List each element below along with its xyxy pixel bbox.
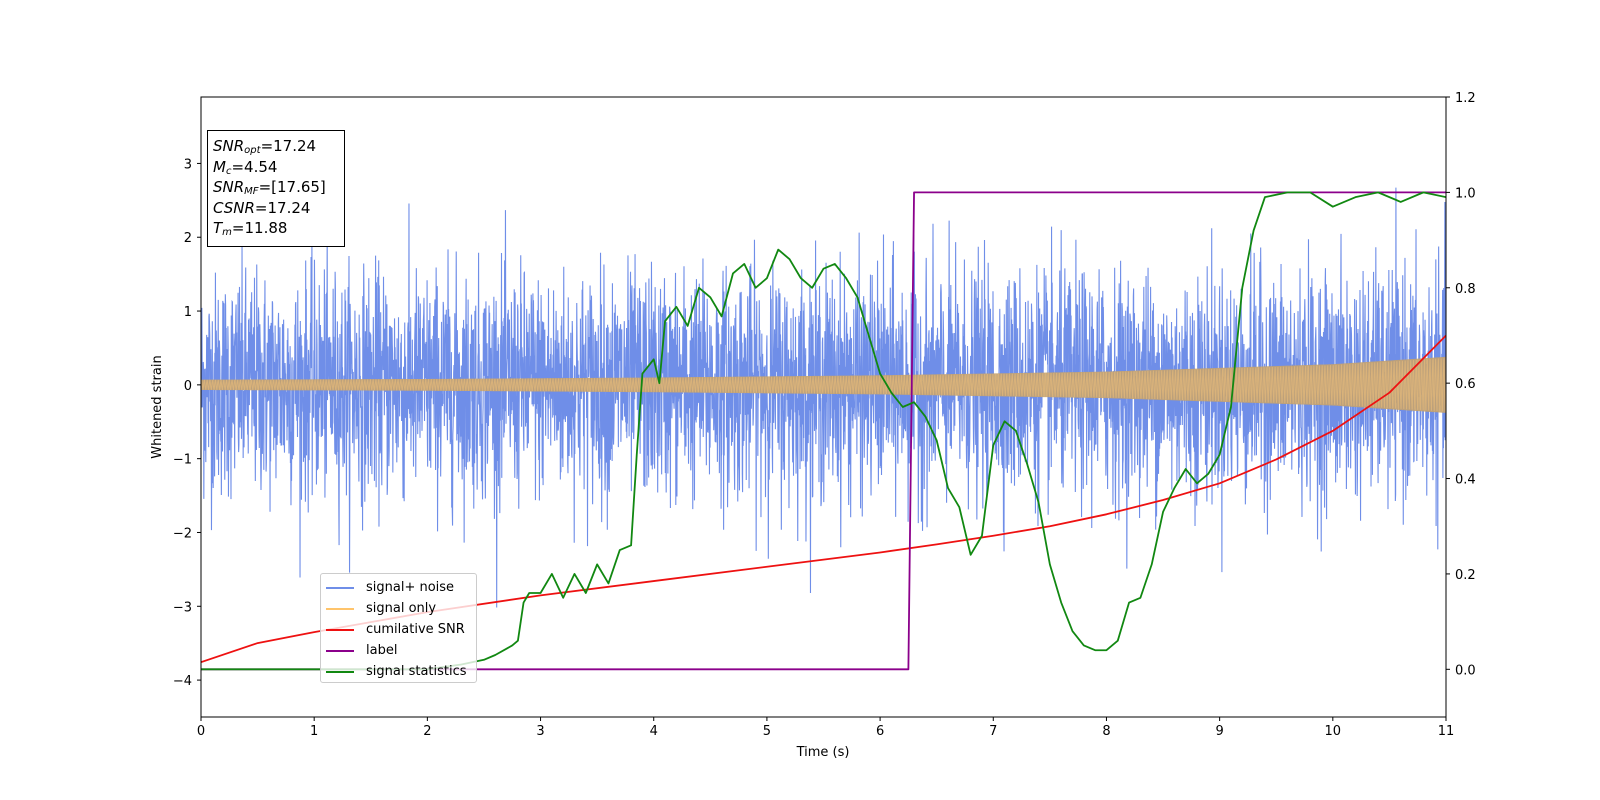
y-right-tick-label: 0.4	[1455, 473, 1476, 488]
legend-item: signal statistics	[326, 661, 476, 682]
tm-line: Tm=11.88	[213, 219, 288, 238]
x-tick-label: 8	[1102, 724, 1110, 739]
y-left-tick-label: −2	[173, 526, 192, 541]
plot-frame	[200, 96, 1447, 718]
x-tick-label: 4	[650, 724, 658, 739]
legend-swatch	[326, 607, 354, 610]
y-left-tick-label: 1	[184, 305, 192, 320]
y-left-tick-label: 2	[184, 231, 192, 246]
legend-label: label	[366, 643, 398, 658]
y-left-tick-label: −3	[173, 600, 192, 615]
x-tick-label: 9	[1215, 724, 1223, 739]
signal-only-line	[201, 358, 1446, 412]
mc-line: Mc=4.54	[213, 157, 278, 177]
csnr-line: CSNR=17.24	[213, 198, 311, 217]
x-tick-label: 10	[1325, 724, 1342, 739]
y-left-tick-label: 3	[184, 157, 192, 172]
legend-item: signal only	[326, 598, 476, 619]
snr-opt-line: SNRopt=17.24	[213, 137, 317, 156]
y-left-tick-label: 0	[184, 379, 192, 394]
legend-swatch	[326, 670, 354, 673]
y-right-tick-label: 1.2	[1455, 91, 1476, 106]
legend-label: cumilative SNR	[366, 622, 465, 637]
x-tick-label: 7	[989, 724, 997, 739]
label-line	[201, 191, 1446, 671]
y-axis-label: Whitened strain	[150, 355, 165, 458]
y-left-tick-label: −1	[173, 453, 192, 468]
legend-item: cumilative SNR	[326, 619, 476, 640]
y-right-tick-label: 0.2	[1455, 568, 1476, 583]
x-tick-label: 6	[876, 724, 884, 739]
x-tick-label: 3	[536, 724, 544, 739]
legend-label: signal+ noise	[366, 580, 455, 595]
signal-only-series	[201, 356, 1446, 413]
x-tick-label: 5	[763, 724, 771, 739]
x-axis-label: Time (s)	[796, 745, 850, 760]
x-tick-label: 0	[197, 724, 205, 739]
legend-swatch	[326, 628, 354, 631]
x-tick-label: 2	[423, 724, 431, 739]
signal-statistics-line	[201, 191, 1446, 671]
y-right-tick-label: 0.0	[1455, 663, 1476, 678]
legend-item: signal+ noise	[326, 577, 476, 598]
legend-label: signal only	[366, 601, 437, 616]
legend: signal+ noise signal only cumilative SNR…	[320, 573, 477, 683]
legend-swatch	[326, 649, 354, 652]
legend-item: label	[326, 640, 476, 661]
x-tick-label: 1	[310, 724, 318, 739]
x-tick-label: 11	[1438, 724, 1455, 739]
y-left-tick-label: −4	[173, 674, 192, 689]
legend-label: signal statistics	[366, 664, 467, 679]
snr-mf-line: SNRMF=[17.65]	[213, 178, 326, 197]
y-right-tick-label: 0.6	[1455, 377, 1476, 392]
stats-info-box: SNRopt=17.24 Mc=4.54 SNRMF=[17.65] CSNR=…	[207, 130, 345, 247]
legend-swatch	[326, 586, 354, 589]
y-right-tick-label: 0.8	[1455, 282, 1476, 297]
y-right-tick-label: 1.0	[1455, 186, 1476, 201]
